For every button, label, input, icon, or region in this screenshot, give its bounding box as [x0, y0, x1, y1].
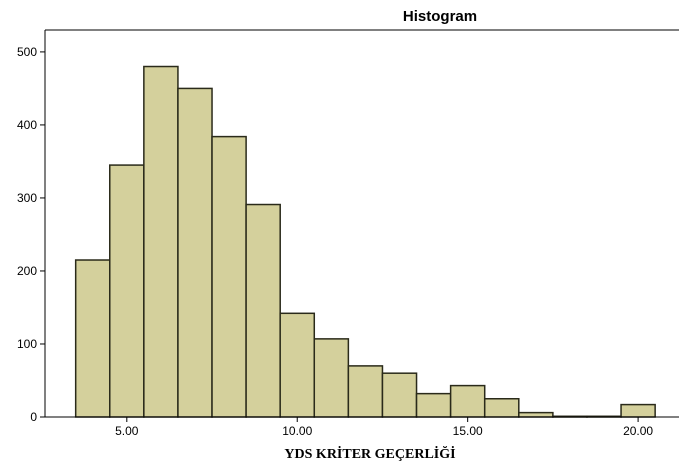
histogram-bar: [347, 365, 384, 418]
y-tick-label: 0: [30, 410, 37, 424]
x-tick-label: 5.00: [115, 424, 139, 438]
histogram-bar: [245, 203, 281, 418]
x-tick-label: 10.00: [282, 424, 312, 438]
y-tick-label: 100: [17, 337, 37, 351]
bars-group: [74, 65, 656, 418]
y-tick-label: 300: [17, 191, 37, 205]
histogram-bar: [415, 392, 452, 418]
x-tick-label: 15.00: [453, 424, 483, 438]
axes-group: 0 100 200 300 400 500 5.00 10.00 15.00 20.00: [17, 29, 679, 438]
histogram-bar: [483, 398, 520, 418]
histogram-bar: [279, 312, 316, 418]
histogram-bar: [313, 338, 350, 418]
histogram-bar: [518, 411, 554, 418]
x-tick-label: 20.00: [623, 424, 653, 438]
histogram-bar: [620, 403, 656, 418]
histogram-bar: [449, 384, 486, 418]
y-tick-label: 400: [17, 118, 37, 132]
x-axis-label: YDS KRİTER GEÇERLİĞİ: [284, 445, 455, 462]
histogram-bar: [143, 65, 179, 418]
histogram-bar: [381, 372, 418, 418]
histogram-bar: [177, 87, 213, 418]
histogram-bar: [74, 259, 111, 418]
y-tick-label: 200: [17, 264, 37, 278]
histogram-bar: [211, 135, 247, 418]
y-tick-label: 500: [17, 45, 37, 59]
histogram-bar: [109, 164, 145, 418]
chart-title: Histogram: [403, 8, 477, 25]
